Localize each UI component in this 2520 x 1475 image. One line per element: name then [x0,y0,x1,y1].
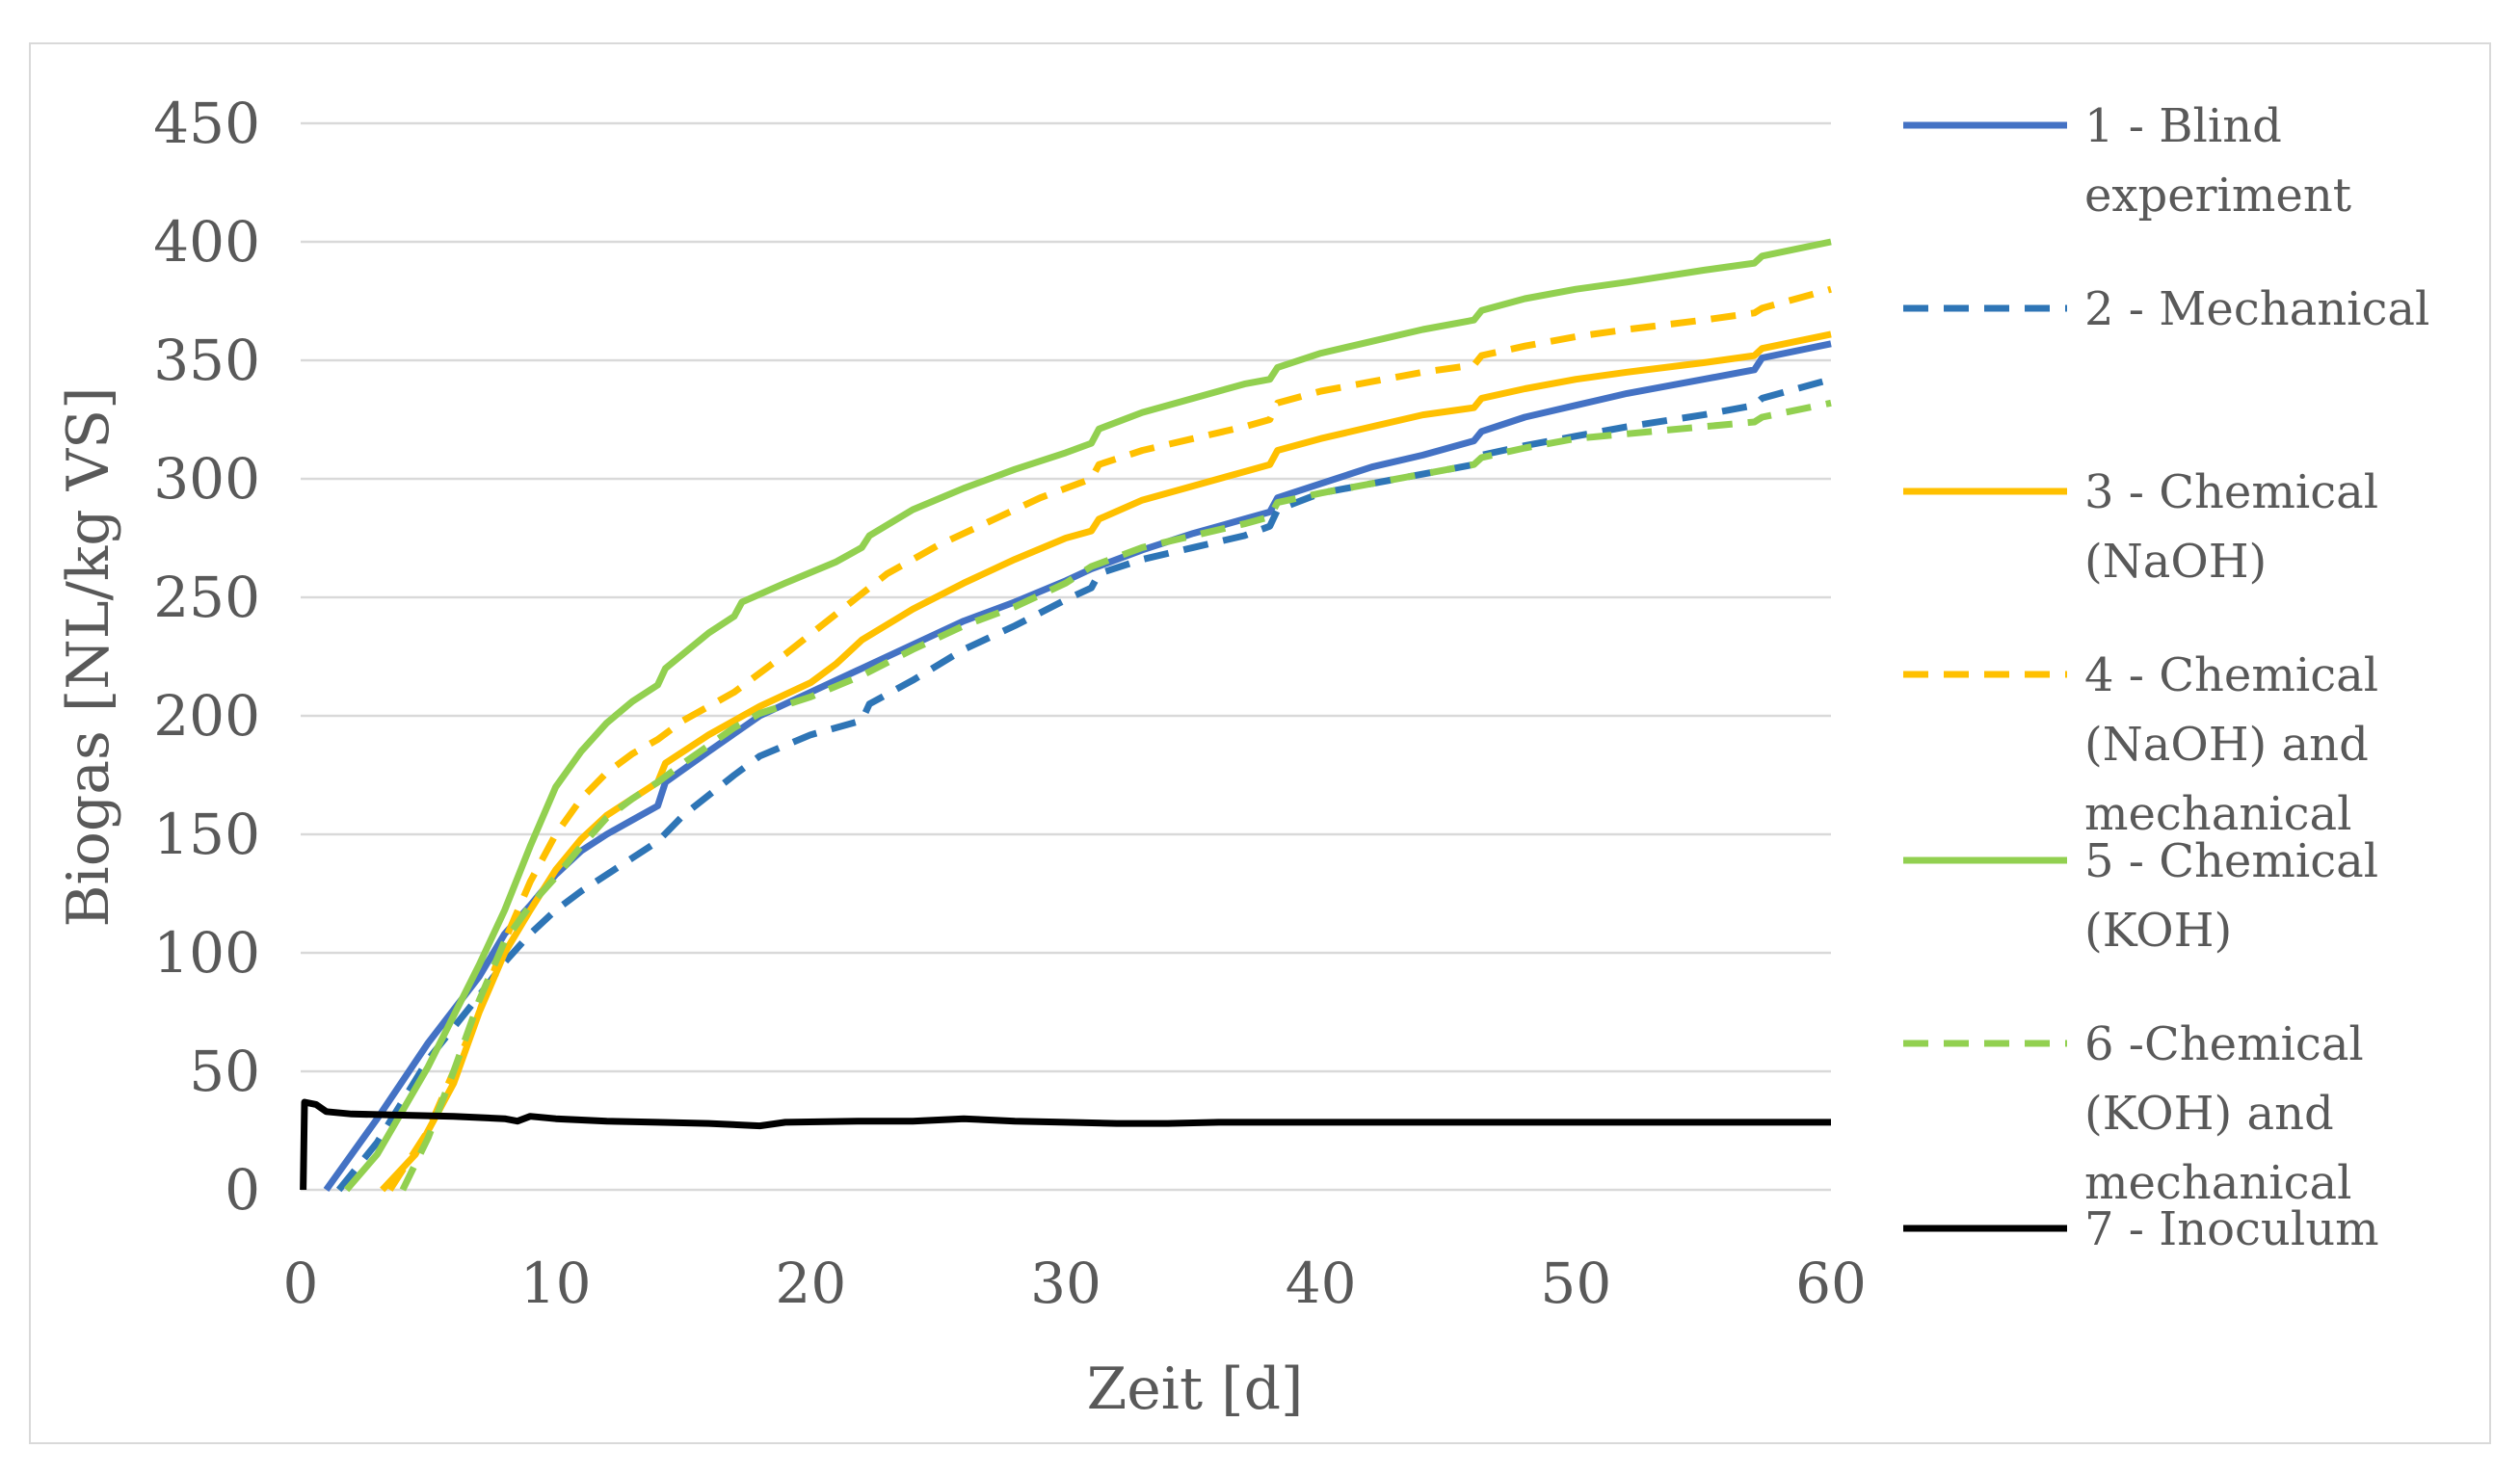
y-tick-label: 350 [153,328,260,393]
legend-label-3: 3 - Chemical [2084,465,2378,519]
x-tick-label: 0 [283,1251,319,1316]
chart-frame [29,42,2491,1444]
series-line-6 [399,399,1832,1192]
x-tick-label: 60 [1795,1251,1867,1316]
series-line-5 [343,238,1832,1193]
y-tick-label: 100 [153,920,260,986]
y-tick-label: 250 [153,565,260,630]
x-tick-label: 20 [775,1251,846,1316]
y-tick-label: 400 [153,209,260,275]
legend: 1 - Blind experiment 2 - Mechanical 3 - Che… [1903,99,2429,1256]
x-tick-label: 10 [520,1251,592,1316]
legend-label-4: mechanical [2084,787,2351,841]
series-lines [300,238,1832,1193]
x-axis-title: Zeit [d] [1087,1356,1304,1423]
series-line-1 [323,340,1832,1193]
x-tick-label: 30 [1030,1251,1101,1316]
legend-label-4: (NaOH) and [2084,718,2369,772]
legend-label-5: 5 - Chemical [2084,834,2378,888]
y-tick-label: 200 [153,683,260,749]
x-tick-label: 40 [1286,1251,1357,1316]
series-line-7 [300,1098,1831,1191]
y-tick-label: 50 [189,1039,260,1104]
legend-label-6: (KOH) and [2084,1087,2334,1141]
series-line-3 [380,330,1832,1193]
legend-label-6: 6 -Chemical [2084,1017,2364,1071]
legend-label-5: (KOH) [2084,904,2232,958]
legend-label-1: 1 - Blind [2084,99,2282,153]
legend-label-4: 4 - Chemical [2084,648,2378,702]
y-axis-title: Biogas [NL/kg VS] [55,386,122,927]
legend-label-6: mechanical [2084,1156,2351,1210]
legend-label-7: 7 - Inoculum [2084,1202,2379,1256]
legend-label-3: (NaOH) [2084,535,2267,589]
y-tick-label: 150 [153,802,260,867]
series-line-4 [386,285,1832,1192]
y-tick-label: 0 [225,1157,260,1223]
x-tick-labels: 0 10 20 30 40 50 60 [283,1251,1867,1316]
y-tick-label: 450 [153,91,260,156]
y-tick-label: 300 [153,446,260,512]
gridlines [301,121,1831,1192]
y-tick-labels: 0 50 100 150 200 250 300 350 400 450 [153,91,260,1223]
legend-label-1: experiment [2084,169,2351,223]
legend-label-2: 2 - Mechanical [2084,282,2429,336]
series-line-2 [335,376,1832,1193]
x-tick-label: 50 [1540,1251,1611,1316]
